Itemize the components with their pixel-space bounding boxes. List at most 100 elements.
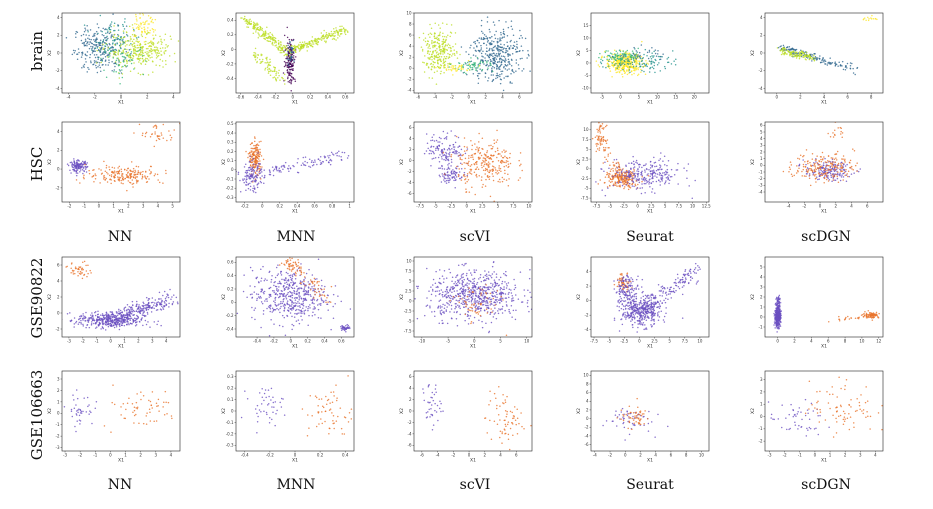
- scatter-point: [252, 21, 255, 24]
- scatter-point: [620, 57, 623, 59]
- scatter-point: [606, 124, 608, 127]
- scatter-point: [630, 70, 633, 73]
- scatter-point: [454, 43, 457, 45]
- scatter-point: [258, 156, 260, 158]
- scatter-point: [84, 38, 87, 41]
- scatter-point: [147, 74, 150, 76]
- y-tick-label: -10: [582, 85, 589, 90]
- scatter-point: [133, 28, 135, 31]
- scatter-point: [450, 130, 452, 132]
- scatter-point: [263, 176, 265, 179]
- scatter-point: [144, 59, 146, 61]
- scatter-point: [75, 30, 78, 33]
- scatter-point: [253, 51, 255, 54]
- scatter-point: [470, 156, 472, 159]
- scatter-point: [151, 133, 153, 136]
- scatter-point: [275, 44, 278, 46]
- scatter-point: [461, 158, 463, 161]
- scatter-point: [433, 41, 435, 43]
- scatter-point: [480, 19, 483, 22]
- scatter-point: [673, 60, 675, 62]
- scatter-point: [126, 65, 129, 67]
- scatter-point: [611, 178, 613, 181]
- scatter-point: [470, 66, 472, 69]
- scatter-point: [126, 189, 128, 192]
- scatter-point: [250, 175, 253, 177]
- scatter-point: [519, 29, 521, 32]
- scatter-point: [170, 136, 173, 139]
- scatter-point: [654, 161, 657, 164]
- scatter-point: [507, 45, 509, 47]
- scatter-point: [129, 59, 131, 61]
- scatter-point: [162, 182, 164, 184]
- scatter-point: [472, 54, 475, 56]
- scatter-point: [819, 55, 821, 57]
- scatter-point: [505, 47, 507, 50]
- scatter-point: [666, 173, 668, 175]
- scatter-point: [143, 23, 145, 26]
- scatter-point: [105, 36, 107, 39]
- scatter-point: [130, 176, 132, 178]
- scatter-point: [261, 60, 264, 63]
- scatter-point: [250, 173, 253, 175]
- scatter-point: [500, 61, 503, 64]
- scatter-point: [130, 173, 132, 176]
- scatter-point: [527, 53, 530, 56]
- scatter-point: [606, 171, 608, 174]
- scatter-point: [105, 42, 107, 45]
- scatter-point: [432, 52, 434, 54]
- scatter-point: [94, 47, 97, 49]
- scatter-point: [512, 44, 515, 47]
- scatter-point: [305, 42, 307, 45]
- scatter-point: [505, 179, 508, 181]
- scatter-point: [786, 49, 788, 52]
- scatter-point: [287, 72, 289, 74]
- scatter-point: [137, 170, 140, 172]
- scatter-point: [312, 46, 314, 48]
- scatter-point: [480, 49, 482, 51]
- scatter-point: [612, 53, 614, 56]
- scatter-point: [296, 45, 298, 48]
- scatter-point: [649, 67, 651, 70]
- scatter-point: [250, 150, 252, 152]
- scatter-point: [134, 174, 137, 176]
- y-tick-label: -2: [759, 68, 763, 73]
- scatter-point: [446, 44, 449, 47]
- scatter-point: [151, 56, 153, 59]
- scatter-point: [473, 47, 475, 49]
- scatter-point: [75, 170, 78, 173]
- scatter-point: [449, 44, 451, 47]
- scatter-point: [103, 48, 105, 51]
- scatter-point: [77, 162, 79, 165]
- scatter-point: [491, 40, 493, 42]
- scatter-point: [488, 175, 491, 178]
- scatter-point: [496, 156, 498, 159]
- scatter-point: [491, 160, 494, 163]
- scatter-point: [619, 184, 621, 186]
- scatter-point: [84, 165, 86, 168]
- scatter-point: [119, 41, 121, 43]
- scatter-point: [837, 65, 839, 67]
- scatter-point: [86, 51, 89, 53]
- scatter-point: [658, 164, 661, 166]
- scatter-point: [438, 33, 441, 35]
- x-tick-label: 5: [638, 95, 641, 100]
- scatter-point: [288, 165, 290, 167]
- scatter-point: [624, 176, 627, 179]
- scatter-point: [140, 24, 142, 26]
- scatter-point: [628, 69, 631, 71]
- scatter-point: [659, 58, 662, 60]
- scatter-point: [636, 74, 639, 77]
- scatter-point: [614, 184, 616, 187]
- scatter-point: [623, 179, 626, 181]
- scatter-point: [609, 170, 612, 172]
- scatter-point: [341, 25, 343, 27]
- scatter-point: [658, 62, 660, 64]
- scatter-point: [632, 64, 635, 67]
- scatter-point: [606, 62, 609, 64]
- scatter-point: [338, 29, 341, 31]
- scatter-point: [284, 49, 286, 52]
- scatter-point: [283, 166, 286, 168]
- scatter-point: [150, 48, 153, 51]
- scatter-point: [597, 183, 599, 185]
